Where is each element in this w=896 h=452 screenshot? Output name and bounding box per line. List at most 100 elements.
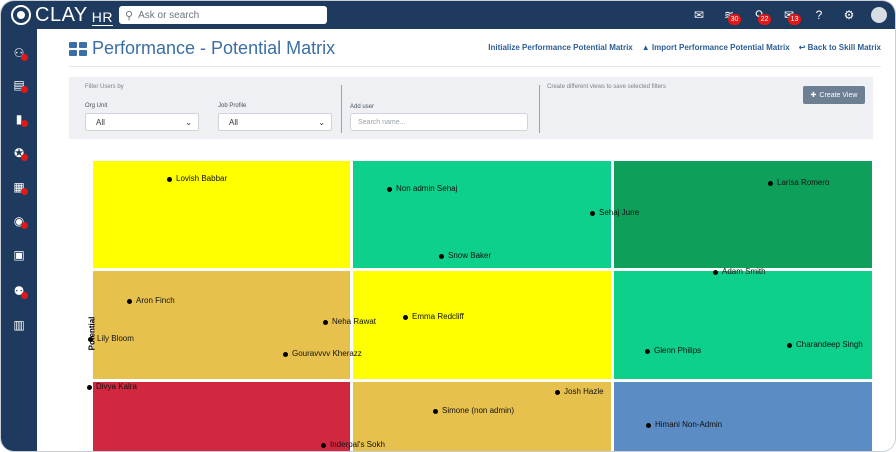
notification-dot [21, 54, 28, 61]
matrix-cell-r1-c1 [353, 271, 611, 379]
mail-icon[interactable]: ✉13 [779, 5, 801, 25]
matrix-person[interactable]: Simone (non admin) [433, 406, 514, 416]
person-marker [787, 342, 792, 348]
person-marker [88, 336, 93, 342]
matrix-person[interactable]: Neha Rawat [323, 317, 376, 327]
inbox-glyph: ✉ [693, 8, 705, 22]
back-link-label: Back to Skill Matrix [807, 43, 881, 52]
clipboard-glyph: ▥ [13, 318, 25, 332]
matrix-person[interactable]: Lovish Babbar [167, 174, 227, 184]
person-marker [387, 186, 392, 192]
profile-glyph: ◉ [13, 214, 25, 228]
team-icon[interactable]: ⚉ [9, 281, 29, 301]
job-profile-value: All [229, 117, 238, 127]
page-title: Performance - Potential Matrix [69, 38, 335, 59]
add-user-input[interactable]: Search name... [350, 113, 528, 131]
top-bar: CLAY HR ⚲ Ask or search ✉ ≋30 ⚲22 ✉13 ? … [1, 1, 895, 29]
matrix-person[interactable]: Sehaj June [590, 208, 639, 218]
bell-icon[interactable]: ⚲22 [749, 5, 771, 25]
person-name: Charandeep Singh [796, 340, 863, 349]
matrix-icon [69, 41, 87, 56]
job-profile-label: Job Profile [218, 103, 247, 109]
gear-glyph: ⚙ [843, 8, 855, 22]
matrix-person[interactable]: Glenn Philips [645, 346, 701, 356]
avatar[interactable] [871, 7, 887, 23]
gear-icon[interactable]: ⚙ [839, 5, 859, 25]
matrix-cell-r0-c0 [93, 161, 350, 268]
create-view-button[interactable]: ✚ Create View [803, 86, 865, 104]
back-to-skill-matrix-link[interactable]: ↩ Back to Skill Matrix [798, 43, 881, 52]
matrix-person[interactable]: Himani Non-Admin [646, 420, 722, 430]
inbox-icon[interactable]: ✉ [689, 5, 709, 25]
person-name: Glenn Philips [654, 346, 702, 355]
org-unit-select[interactable]: All ⌄ [85, 113, 199, 131]
logo-mark-icon [11, 5, 31, 25]
global-search-input[interactable]: ⚲ Ask or search [119, 6, 327, 24]
add-user-label: Add user [350, 104, 375, 110]
analytics-glyph: ▮ [15, 112, 23, 126]
matrix-person[interactable]: Emma Redcliff [403, 312, 464, 322]
matrix-cell-r0-c1 [353, 161, 611, 268]
add-user-placeholder: Search name... [358, 118, 406, 126]
matrix-person[interactable]: Snow Baker [439, 251, 491, 261]
person-name: Simone (non admin) [442, 406, 515, 415]
person-name: Non admin Sehaj [396, 184, 458, 193]
person-marker [768, 180, 773, 186]
person-marker [323, 319, 328, 325]
views-note: Create different views to save selected … [547, 84, 666, 90]
matrix-person[interactable]: Adam Smith [713, 267, 766, 277]
matrix-person[interactable]: Divya Kalra [87, 382, 137, 392]
document-icon[interactable]: ▦ [9, 177, 29, 197]
search-placeholder: Ask or search [138, 9, 200, 21]
filter-divider [341, 85, 342, 133]
person-name: Snow Baker [448, 251, 492, 260]
initialize-matrix-link[interactable]: Initialize Performance Potential Matrix [488, 43, 633, 52]
people-icon[interactable]: ⚇ [9, 43, 29, 63]
filter-divider [539, 85, 540, 133]
matrix-person[interactable]: Josh Hazle [555, 387, 604, 397]
person-marker [555, 389, 560, 395]
person-name: Inderpal's Sokh [330, 440, 385, 449]
analytics-icon[interactable]: ▮ [9, 109, 29, 129]
job-profile-select[interactable]: All ⌄ [218, 113, 332, 131]
import-matrix-link[interactable]: ▲ Import Performance Potential Matrix [641, 43, 790, 52]
person-marker [321, 442, 326, 448]
person-marker [87, 384, 92, 390]
search-icon: ⚲ [125, 9, 134, 22]
person-name: Aron Finch [136, 296, 175, 305]
matrix-person[interactable]: Larisa Romero [768, 178, 829, 188]
notification-dot [21, 120, 28, 127]
timesheet-icon[interactable]: ▤ [9, 75, 29, 95]
report-icon[interactable]: ▣ [9, 245, 29, 265]
matrix-cell-r0-c2 [614, 161, 872, 268]
matrix-person[interactable]: Non admin Sehaj [387, 184, 457, 194]
person-name: Sehaj June [599, 208, 640, 217]
badge-icon[interactable]: ✪ [9, 143, 29, 163]
matrix-cell-r1-c2 [614, 271, 872, 379]
matrix-person[interactable]: Lily Bloom [88, 334, 134, 344]
document-glyph: ▦ [13, 180, 25, 194]
person-marker [645, 348, 650, 354]
notification-dot [21, 188, 28, 195]
layers-badge: 30 [728, 14, 741, 25]
clayhr-logo[interactable]: CLAY HR [11, 4, 113, 26]
matrix-person[interactable]: Aron Finch [127, 296, 175, 306]
person-marker [403, 314, 408, 320]
matrix-cell-r1-c0 [93, 271, 350, 379]
clipboard-icon[interactable]: ▥ [9, 315, 29, 335]
help-icon[interactable]: ? [809, 5, 829, 25]
matrix-person[interactable]: Charandeep Singh [787, 340, 863, 350]
person-name: Neha Rawat [332, 317, 377, 326]
person-name: Gouravvvv Kherazz [292, 349, 362, 358]
person-marker [590, 210, 595, 216]
matrix-person[interactable]: Inderpal's Sokh [321, 440, 385, 450]
mail-badge: 13 [788, 14, 801, 25]
layers-icon[interactable]: ≋30 [719, 5, 741, 25]
matrix-person[interactable]: Gouravvvv Kherazz [283, 349, 362, 359]
page-title-text: Performance - Potential Matrix [92, 38, 336, 58]
person-name: Himani Non-Admin [655, 420, 723, 429]
chevron-down-icon: ⌄ [185, 117, 192, 127]
profile-icon[interactable]: ◉ [9, 211, 29, 231]
logo-sub: HR [91, 8, 113, 26]
people-glyph: ⚇ [13, 46, 25, 60]
